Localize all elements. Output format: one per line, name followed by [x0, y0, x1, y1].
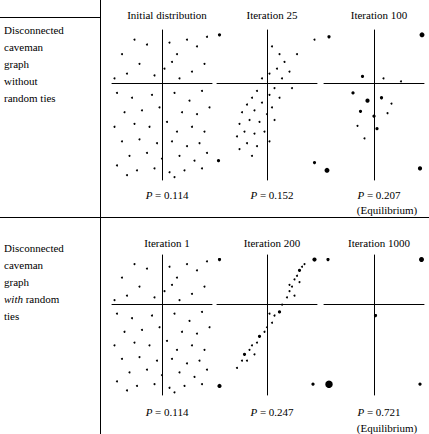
svg-text:Iteration 25: Iteration 25 — [246, 9, 298, 21]
svg-text:Iteration 100: Iteration 100 — [351, 9, 408, 21]
svg-text:Initial distribution: Initial distribution — [127, 9, 207, 21]
svg-text:P: P — [145, 405, 153, 418]
html-text:graph: graph — [4, 58, 29, 70]
svg-text:Iteration 200: Iteration 200 — [244, 237, 301, 249]
html-text:ties: ties — [4, 310, 20, 322]
svg-text:Iteration 1: Iteration 1 — [144, 237, 190, 249]
svg-text:= 0.207: = 0.207 — [364, 189, 401, 201]
svg-text:= 0.152: = 0.152 — [257, 189, 293, 201]
svg-text:= 0.114: = 0.114 — [152, 189, 189, 201]
svg-text:Iteration 1000: Iteration 1000 — [348, 237, 411, 249]
svg-text:= 0.721: = 0.721 — [364, 406, 400, 418]
html-text:Disconnected: Disconnected — [4, 242, 64, 254]
svg-text:P: P — [250, 405, 258, 418]
svg-text:(Equilibrium): (Equilibrium) — [357, 204, 418, 217]
svg-text:P: P — [250, 188, 258, 201]
svg-text:= 0.247: = 0.247 — [257, 406, 294, 418]
html-text:caveman: caveman — [4, 259, 44, 271]
svg-text:P: P — [357, 188, 365, 201]
svg-text:P: P — [357, 405, 365, 418]
svg-text:P: P — [145, 188, 153, 201]
html-text:Disconnected: Disconnected — [4, 24, 64, 36]
html-text:random ties: random ties — [4, 92, 56, 104]
svg-text:(Equilibrium): (Equilibrium) — [357, 422, 418, 434]
html-text:with random: with random — [4, 293, 60, 305]
html-text:caveman: caveman — [4, 41, 44, 53]
html-text:without: without — [4, 75, 38, 87]
svg-text:= 0.114: = 0.114 — [152, 406, 189, 418]
html-text:graph: graph — [4, 276, 29, 288]
